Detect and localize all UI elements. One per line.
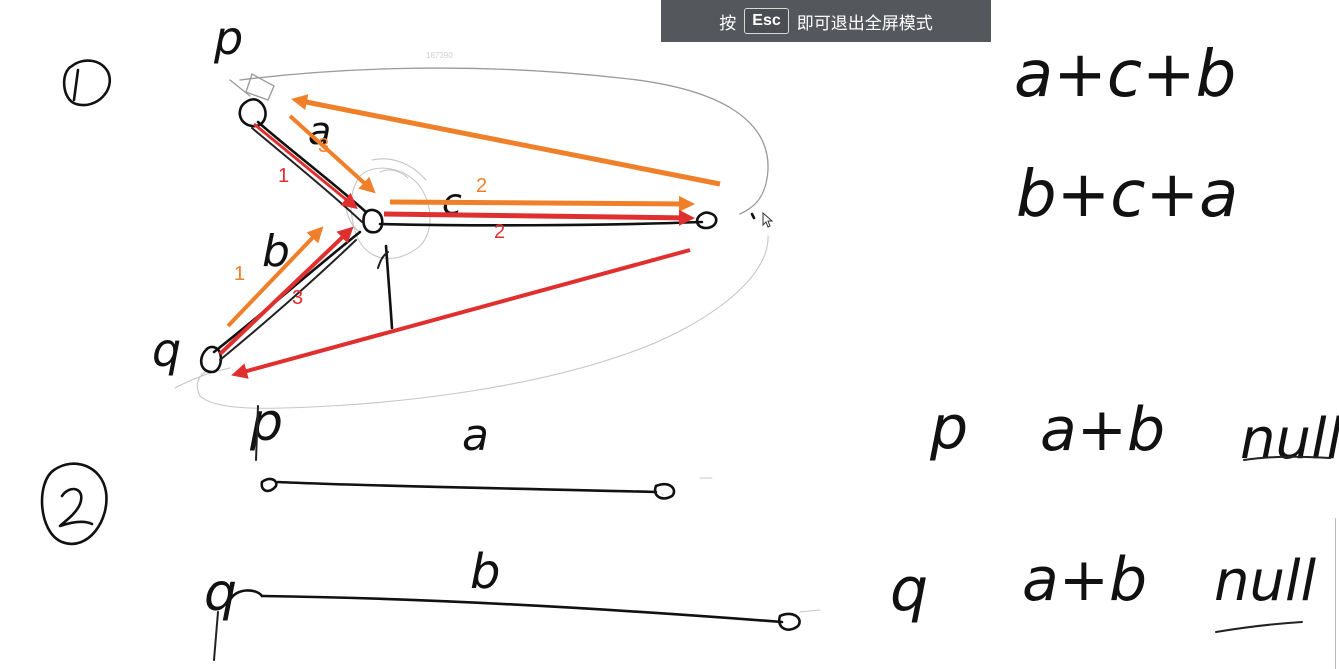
banner-prefix: 按 [719,13,737,34]
red-arrow-p-to-center [253,122,358,210]
orange-arrow-right-to-p [291,94,721,187]
node-center [362,208,384,234]
note-seq-2: b+c+a [1016,158,1238,232]
red-label-1: 1 [278,165,289,187]
label-edge-a: a [308,109,331,153]
marker-one-text: ① [60,117,61,119]
mouse-cursor-icon [762,212,774,228]
orange-label-1: 1 [234,263,245,285]
note-p-seq: a+b [1040,395,1165,465]
label-q-left: q [152,323,181,377]
row-p-edge-label: a [462,410,489,461]
note-p-label: p [929,393,968,463]
red-arrow-center-to-right [383,209,695,226]
orange-arrows [226,94,721,328]
note-q-label: q [890,555,928,625]
marker-two-text: ② [40,559,41,561]
red-arrows [218,122,695,379]
fullscreen-exit-banner: 按 Esc 即可退出全屏模式 [661,0,991,42]
red-label-3: 3 [292,287,303,309]
node-p [238,98,267,128]
orange-arrow-q-to-center [226,226,324,328]
row-q-edge [213,589,801,661]
orange-label-2: 2 [476,175,487,197]
label-edge-b: b [262,226,290,277]
node-right [695,211,756,230]
note-q-seq: a+b [1022,545,1147,615]
label-p-top: p [213,11,243,65]
row-q-node-label: q [204,563,237,623]
red-arrow-q-to-center [218,226,354,356]
orange-arrow-p-to-center [288,114,376,194]
node-q [199,345,223,374]
row-p-node-label: p [249,393,283,453]
graph-edges [212,120,704,361]
note-seq-1: a+c+b [1014,38,1236,112]
banner-suffix: 即可退出全屏模式 [796,13,933,34]
pencil-loops [174,67,821,613]
note-p-null-underline [1243,455,1331,461]
watermark-text: 187390 [426,51,453,60]
note-q-null-underline [1215,621,1303,633]
red-label-2: 2 [494,221,505,243]
window-edge [1335,518,1339,669]
red-arrow-right-to-q [231,248,691,379]
orange-label-3: 3 [318,135,329,157]
esc-key-badge: Esc [744,8,789,34]
orange-arrow-center-to-right [389,195,695,212]
note-q-null: null [1214,549,1317,614]
row-p-edge [255,405,676,500]
row-q-edge-label: b [470,544,500,600]
marker-one: ① [60,59,111,119]
note-p-null: null [1240,407,1339,472]
marker-two: ② [40,462,108,561]
